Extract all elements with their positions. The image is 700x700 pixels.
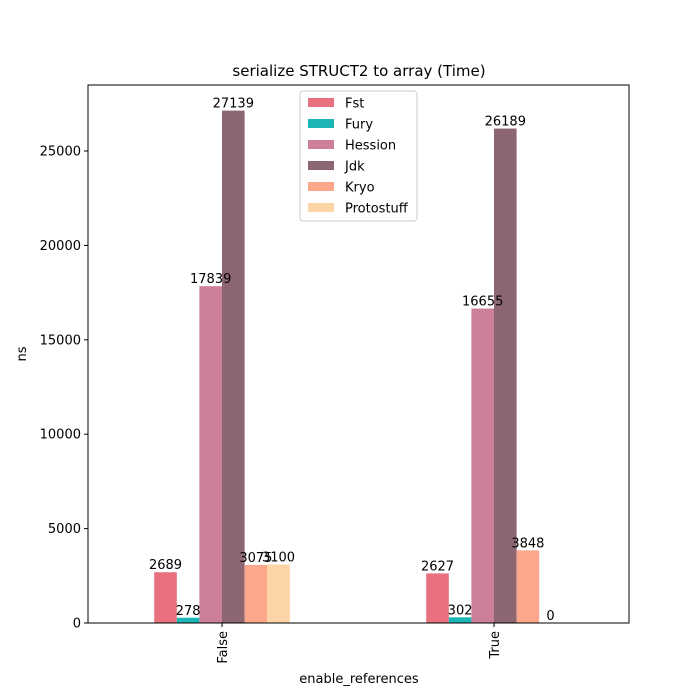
x-tick-label: True (488, 631, 503, 660)
y-tick-label: 0 (73, 617, 81, 632)
data-label-protostuff-false: 3100 (262, 550, 295, 565)
y-tick-label: 10000 (40, 428, 81, 443)
bar-fst-true (426, 573, 449, 623)
bar-hession-false (199, 286, 222, 623)
data-label-fst-false: 2689 (149, 558, 182, 573)
data-label-jdk-true: 26189 (485, 115, 526, 130)
legend-label-jdk: Jdk (344, 160, 365, 175)
y-axis-title: ns (15, 346, 30, 361)
data-label-kryo-false: 3075 (239, 551, 272, 566)
legend-swatch-jdk (308, 161, 334, 170)
bar-kryo-true (516, 550, 540, 623)
legend-label-fst: Fst (345, 97, 364, 112)
legend-label-fury: Fury (345, 118, 373, 133)
y-tick-label: 5000 (48, 522, 81, 537)
data-label-hession-false: 17839 (190, 272, 231, 287)
bars-group (154, 110, 540, 624)
data-label-fury-false: 278 (176, 604, 201, 619)
x-axis-title: enable_references (299, 672, 419, 687)
plot-area-frame (87, 84, 630, 624)
data-label-fst-true: 2627 (421, 559, 454, 574)
legend-label-hession: Hession (345, 139, 396, 154)
y-tick-label: 25000 (40, 145, 81, 160)
x-tick-label: False (216, 631, 231, 664)
data-label-hession-true: 16655 (462, 295, 503, 310)
y-tick-label: 20000 (40, 239, 81, 254)
legend: Fst Fury Hession Jdk Kryo Protostuff (299, 90, 418, 222)
y-tick-label: 15000 (40, 333, 81, 348)
legend-label-kryo: Kryo (345, 181, 375, 196)
bar-hession-true (471, 308, 494, 623)
legend-swatch-fury (308, 119, 334, 128)
data-labels-group: 2689 2627 278 302 17839 16655 27139 26189 3075 38… (149, 97, 555, 624)
y-axis: 0 5000 10000 15000 20000 25000 (40, 145, 88, 632)
legend-swatch-protostuff (308, 203, 334, 212)
data-label-fury-true: 302 (448, 603, 473, 618)
data-label-kryo-true: 3848 (511, 536, 544, 551)
data-label-protostuff-true: 0 (546, 609, 554, 624)
bar-protostuff-false (267, 564, 290, 623)
bar-kryo-false (244, 564, 268, 623)
data-label-jdk-false: 27139 (213, 97, 254, 112)
legend-swatch-hession (308, 140, 334, 149)
bar-jdk-false (222, 110, 245, 624)
chart-title: serialize STRUCT2 to array (Time) (232, 62, 485, 80)
bar-fury-false (176, 617, 200, 623)
legend-label-protostuff: Protostuff (345, 202, 409, 217)
bar-fury-true (448, 617, 472, 623)
bar-fst-false (154, 572, 177, 623)
legend-swatch-kryo (308, 182, 334, 191)
bar-jdk-true (494, 128, 517, 623)
legend-swatch-fst (308, 98, 334, 107)
x-axis: False True (216, 623, 503, 664)
